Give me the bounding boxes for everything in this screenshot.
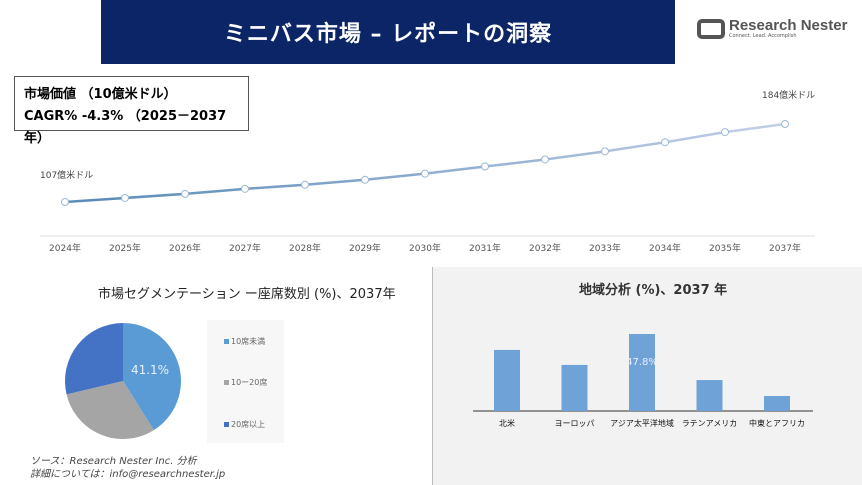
pie-legend: 10席未満 10ー20席 20席以上 — [207, 320, 284, 443]
line-segment — [124, 192, 186, 200]
x-tick-label: アジア太平洋地域 — [610, 418, 674, 428]
logo-icon — [697, 18, 725, 39]
x-tick-label: 2031年 — [469, 242, 501, 254]
pie-slice — [123, 323, 181, 431]
bar — [494, 349, 520, 411]
market-value-label: 市場価値 （10億米ドル） — [24, 87, 177, 102]
line-segment — [64, 196, 126, 204]
data-point — [361, 175, 369, 184]
bar — [696, 380, 723, 411]
data-point — [661, 138, 669, 147]
x-tick-label: 2029年 — [349, 242, 381, 254]
bar — [629, 334, 655, 411]
data-point — [601, 147, 609, 156]
logo-tagline: Connect. Lead. Accomplish — [729, 33, 797, 39]
x-tick-label: 2025年 — [109, 242, 141, 254]
legend-item: 10ー20席 — [224, 377, 267, 388]
line-segment — [424, 165, 486, 175]
page-title: ミニバス市場 – レポートの洞察 — [101, 0, 675, 64]
line-segment — [664, 130, 726, 144]
x-tick-label: 2030年 — [409, 242, 441, 254]
data-point — [541, 155, 549, 164]
x-tick-label: ヨーロッパ — [555, 419, 595, 428]
research-nester-logo: Research Nester Connect. Lead. Accomplis… — [697, 18, 847, 39]
legend-item: 20席以上 — [224, 419, 265, 430]
kpi-box: 市場価値 （10億米ドル） CAGR% -4.3% （2025－2037年） — [14, 76, 249, 146]
x-tick-label: 北米 — [499, 418, 515, 428]
x-tick-label: 2027年 — [229, 242, 261, 254]
source-note: ソース：Research Nester Inc. 分析 詳細については：info@… — [30, 456, 226, 480]
line-segment — [604, 140, 666, 153]
line-chart: 2024年 2025年 2026年 2027年 2028年 2029年 2030年 2031年… — [40, 89, 815, 254]
last-value-label: 184億米ドル — [762, 89, 815, 101]
data-point — [301, 180, 309, 189]
x-tick-label: 2035年 — [709, 242, 741, 254]
legend-item: 10席未満 — [224, 336, 265, 347]
line-segment — [724, 122, 786, 134]
x-tick-label: 2024年 — [49, 242, 81, 254]
x-tick-label: 2037年 — [769, 242, 801, 254]
regional-panel: 地域分析 (%)、2037 年 北米 ヨーロッパ アジア太平洋地域 ラテンアメリカ 中東… — [432, 267, 862, 485]
x-tick-label: 2032年 — [529, 242, 561, 254]
bar-chart-title: 地域分析 (%)、2037 年 — [579, 283, 728, 298]
data-point — [781, 119, 789, 128]
pie-chart-title: 市場セグメンテーション ー座席数別 (%)、2037年 — [98, 287, 396, 302]
logo-name: Research Nester — [729, 17, 848, 34]
data-point — [481, 162, 489, 171]
data-point — [61, 198, 69, 206]
x-tick-label: 2033年 — [589, 242, 621, 254]
pie-data-label: 41.1% — [131, 363, 169, 377]
line-segment — [544, 150, 606, 161]
bar — [764, 396, 790, 411]
line-segment — [244, 183, 306, 191]
x-tick-label: 2026年 — [169, 242, 201, 254]
data-point — [181, 189, 189, 198]
first-value-label: 107億米ドル — [40, 169, 93, 181]
x-tick-label: ラテンアメリカ — [682, 419, 738, 428]
line-segment — [184, 187, 246, 196]
x-tick-label: 2028年 — [289, 242, 321, 254]
bar-data-label: 47.8% — [626, 357, 658, 368]
data-point — [721, 128, 729, 137]
x-tick-label: 中東とアフリカ — [749, 418, 805, 428]
data-point — [241, 184, 249, 193]
line-segment — [484, 158, 546, 168]
pie-slice — [65, 323, 123, 395]
data-point — [421, 169, 429, 178]
bar-chart: 北米 ヨーロッパ アジア太平洋地域 ラテンアメリカ 中東とアフリカ 47.8% — [473, 334, 813, 428]
pie-slice — [66, 381, 154, 439]
line-segment — [364, 172, 426, 181]
bar — [561, 364, 588, 411]
data-point — [121, 193, 129, 202]
line-segment — [304, 178, 366, 187]
cagr-label: CAGR% -4.3% （2025－2037年） — [24, 109, 227, 146]
pie-chart: 41.1% — [65, 323, 181, 439]
x-tick-label: 2034年 — [649, 242, 681, 254]
